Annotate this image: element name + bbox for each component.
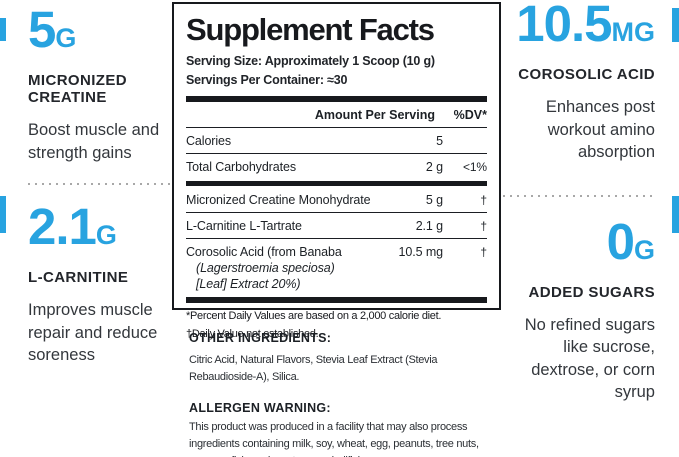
- creatine-description: Boost muscle and strength gains: [28, 121, 160, 162]
- facts-table-header: Amount Per Serving %DV*: [186, 102, 487, 127]
- corosolic-description: Enhances post workout amino absorption: [545, 98, 655, 161]
- creatine-amount-unit: G: [55, 23, 77, 53]
- carnitine-description: Improves muscle repair and reduce sorene…: [28, 301, 158, 364]
- right-dotted-divider: [503, 194, 655, 197]
- table-row-calories: Calories 5: [186, 128, 487, 153]
- row-dv: †: [480, 219, 487, 233]
- right-edge-accent-bar-top: [672, 8, 679, 42]
- serving-size-line: Serving Size: Approximately 1 Scoop (10 …: [186, 54, 435, 68]
- left-edge-accent-bar-top: [0, 18, 6, 41]
- row-amount: 5 g: [425, 193, 443, 207]
- thin-rule: [186, 126, 487, 128]
- percent-dv-header: %DV*: [453, 107, 487, 122]
- other-ingredients-heading: OTHER INGREDIENTS:: [189, 331, 332, 345]
- left-highlights-column: 5G MICRONIZED CREATINE Boost muscle and …: [28, 4, 170, 367]
- creatine-amount-value: 5: [28, 1, 56, 58]
- carnitine-amount-value: 2.1: [28, 198, 97, 255]
- thick-separator-2: [186, 180, 487, 186]
- supplement-facts-panel: Supplement Facts Serving Size: Approxima…: [172, 2, 501, 340]
- other-ingredients-text: Citric Acid, Natural Flavors, Stevia Lea…: [189, 354, 438, 383]
- right-edge-accent-bar-bottom: [672, 196, 679, 233]
- corosolic-amount-unit: MG: [611, 17, 656, 47]
- ingredients-and-allergen-section: OTHER INGREDIENTS: Citric Acid, Natural …: [189, 331, 491, 457]
- other-ingredients-group: OTHER INGREDIENTS: Citric Acid, Natural …: [189, 331, 491, 386]
- added-sugars-description: No refined sugars like sucrose, dextrose…: [524, 315, 655, 402]
- allergen-warning-group: ALLERGEN WARNING: This product was produ…: [189, 401, 491, 457]
- servings-per-container-line: Servings Per Container: ≈30: [186, 73, 348, 87]
- allergen-warning-heading: ALLERGEN WARNING:: [189, 401, 331, 415]
- left-dotted-divider: [28, 183, 170, 185]
- percent-dv-footnote: *Percent Daily Values are based on a 2,0…: [186, 309, 442, 322]
- carnitine-amount-unit: G: [95, 220, 117, 250]
- left-edge-accent-bar-bottom: [0, 196, 6, 233]
- supplement-facts-title: Supplement Facts: [186, 12, 435, 47]
- row-name: Calories: [186, 133, 232, 148]
- corosolic-title: COROSOLIC ACID: [518, 66, 655, 83]
- row-name: L-Carnitine L-Tartrate: [186, 219, 302, 233]
- thick-separator-3: [186, 297, 487, 303]
- thick-separator-1: [186, 96, 487, 102]
- row-name: Corosolic Acid (from Banaba (Lagerstroem…: [186, 244, 381, 292]
- row-dv: <1%: [462, 159, 487, 174]
- row-dv: †: [480, 245, 487, 259]
- thin-rule: [186, 238, 487, 239]
- thin-rule: [186, 212, 487, 213]
- right-highlights-column: 10.5MG COROSOLIC ACID Enhances post work…: [503, 0, 656, 404]
- carnitine-title: L-CARNITINE: [28, 269, 129, 286]
- row-amount: 5: [436, 133, 443, 148]
- row-amount: 10.5 mg: [398, 245, 444, 259]
- row-amount: 2 g: [425, 159, 443, 174]
- highlight-corosolic-acid: 10.5MG COROSOLIC ACID Enhances post work…: [503, 0, 656, 164]
- row-amount: 2.1 g: [415, 219, 443, 233]
- creatine-title: MICRONIZED CREATINE: [28, 72, 127, 106]
- added-sugars-title: ADDED SUGARS: [528, 283, 655, 301]
- highlight-l-carnitine: 2.1G L-CARNITINE Improves muscle repair …: [28, 201, 170, 367]
- thin-rule: [186, 152, 487, 154]
- highlight-micronized-creatine: 5G MICRONIZED CREATINE Boost muscle and …: [28, 4, 170, 164]
- table-row-total-carbohydrates: Total Carbohydrates 2 g <1%: [186, 154, 487, 179]
- corosolic-latin-name: (Lagerstroemia speciosa): [196, 261, 335, 275]
- allergen-warning-text: This product was produced in a facility …: [189, 421, 479, 457]
- corosolic-amount-stat: 10.5MG: [503, 0, 656, 57]
- row-name: Micronized Creatine Monohydrate: [186, 193, 371, 207]
- table-row-l-carnitine-tartrate: L-Carnitine L-Tartrate 2.1 g †: [186, 213, 487, 238]
- corosolic-extract-line: [Leaf] Extract 20%): [196, 277, 301, 291]
- added-sugars-amount-value: 0: [606, 212, 635, 270]
- creatine-amount-stat: 5G: [28, 4, 170, 63]
- added-sugars-amount-unit: G: [633, 234, 655, 265]
- carnitine-amount-stat: 2.1G: [28, 201, 170, 260]
- daily-value-footnote: †Daily Value not established.: [186, 327, 319, 340]
- corosolic-name-line: Corosolic Acid (from Banaba: [186, 245, 342, 259]
- table-row-micronized-creatine: Micronized Creatine Monohydrate 5 g †: [186, 186, 487, 212]
- table-row-corosolic-acid: Corosolic Acid (from Banaba (Lagerstroem…: [186, 239, 487, 296]
- row-name: Total Carbohydrates: [186, 159, 296, 174]
- highlight-added-sugars: 0G ADDED SUGARS No refined sugars like s…: [503, 216, 655, 404]
- row-dv: †: [480, 193, 487, 207]
- corosolic-amount-value: 10.5: [516, 0, 612, 52]
- added-sugars-amount-stat: 0G: [503, 216, 655, 275]
- amount-per-serving-header: Amount Per Serving: [314, 107, 435, 122]
